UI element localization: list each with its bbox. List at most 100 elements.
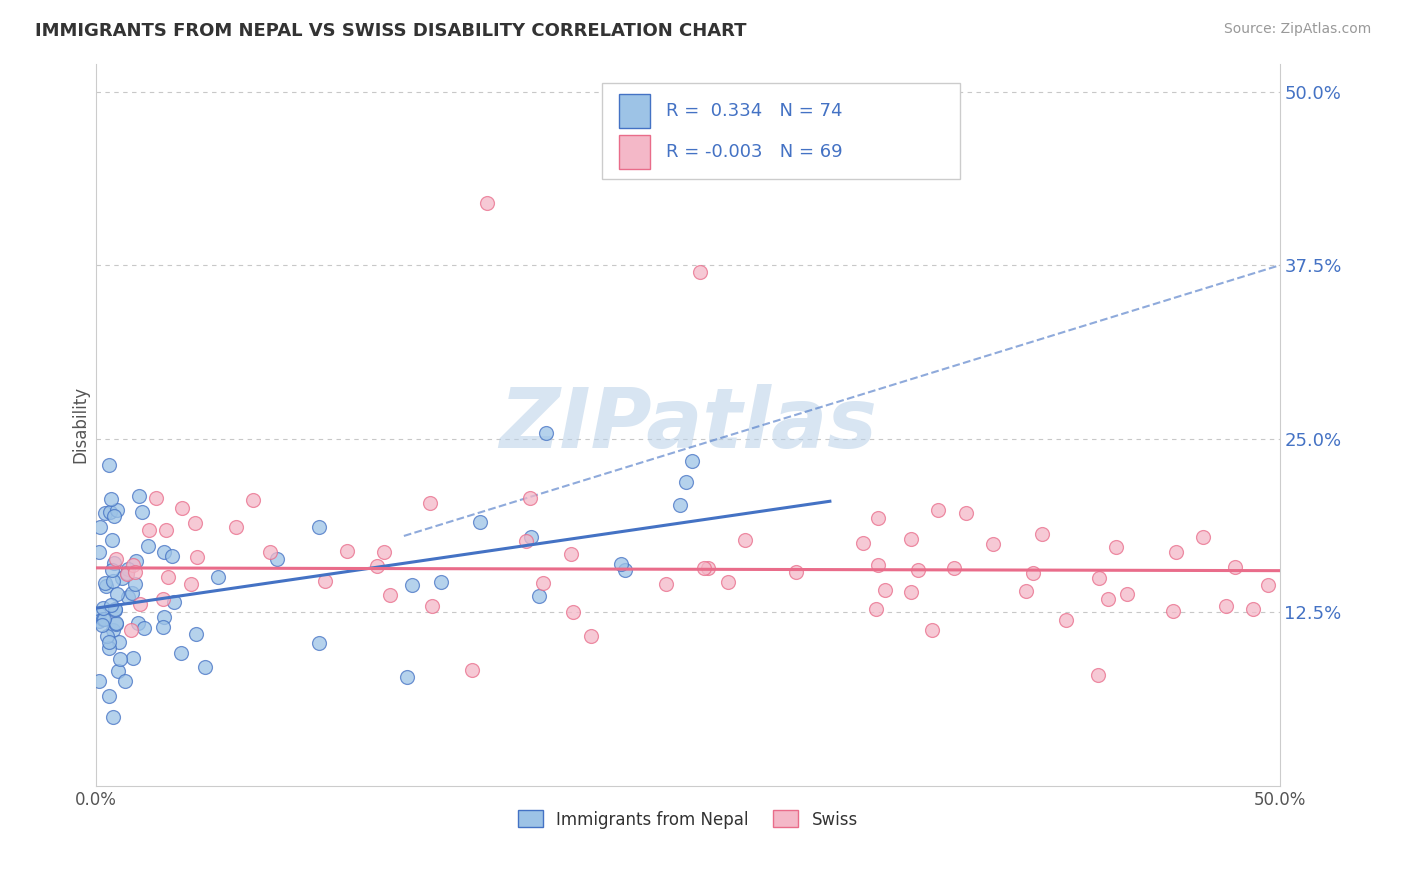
Point (1257, 578, 1279, 592)
Point (520, 530, 543, 544)
Point (875, 582, 897, 597)
Point (734, 533, 756, 547)
Point (153, 610, 176, 624)
Point (87, 674, 110, 689)
Text: Source: ZipAtlas.com: Source: ZipAtlas.com (1223, 22, 1371, 37)
Point (308, 520, 330, 534)
Point (1105, 541, 1128, 555)
Point (104, 603, 127, 617)
Point (927, 503, 949, 517)
Point (98, 634, 121, 648)
Point (105, 587, 128, 601)
Point (138, 523, 160, 537)
Point (97, 690, 120, 704)
Point (117, 590, 139, 604)
Point (152, 620, 174, 634)
Point (527, 590, 550, 604)
Point (100, 533, 122, 547)
Point (111, 571, 134, 585)
Point (1054, 613, 1077, 627)
Point (93, 612, 115, 626)
Point (94, 579, 117, 593)
Point (866, 558, 889, 573)
Point (155, 523, 177, 537)
Point (581, 629, 603, 643)
Point (681, 454, 703, 468)
Point (121, 651, 143, 665)
Point (103, 509, 125, 524)
Point (170, 647, 193, 661)
Point (91, 601, 114, 615)
Point (693, 561, 716, 575)
Point (136, 539, 159, 553)
Point (675, 475, 697, 490)
Point (105, 502, 128, 516)
Point (101, 564, 124, 578)
Point (785, 565, 807, 579)
Point (420, 599, 443, 613)
Point (98, 641, 121, 656)
Point (98, 505, 121, 519)
Point (1161, 604, 1184, 618)
Point (336, 543, 359, 558)
Y-axis label: Disability: Disability (72, 386, 89, 464)
Point (115, 566, 138, 581)
Point (1191, 530, 1213, 544)
Point (100, 598, 122, 612)
Point (242, 492, 264, 507)
Point (515, 533, 537, 548)
Point (1164, 545, 1187, 559)
Point (378, 588, 401, 602)
Point (610, 557, 633, 571)
Point (105, 552, 128, 566)
Point (614, 563, 637, 577)
Point (104, 615, 127, 630)
Point (696, 561, 718, 575)
Point (107, 664, 129, 678)
Point (1097, 591, 1119, 606)
Point (160, 549, 183, 564)
Point (152, 591, 174, 606)
Point (536, 426, 558, 441)
Point (955, 506, 977, 520)
Point (98, 458, 121, 472)
Point (103, 709, 125, 723)
Point (103, 574, 125, 589)
Point (560, 547, 582, 561)
Point (104, 617, 127, 632)
Point (921, 624, 943, 638)
Point (1022, 566, 1045, 580)
Point (1088, 571, 1111, 585)
Point (90, 618, 112, 632)
Point (266, 552, 288, 566)
Point (134, 621, 156, 635)
Point (401, 578, 423, 592)
Point (124, 553, 146, 567)
Point (308, 636, 330, 650)
Point (117, 562, 139, 576)
Point (124, 565, 146, 579)
Point (110, 651, 132, 665)
Point (419, 496, 441, 510)
Point (87, 607, 110, 621)
Point (852, 535, 875, 549)
Point (100, 491, 122, 506)
Point (1087, 667, 1109, 681)
Legend: Immigrants from Nepal, Swiss: Immigrants from Nepal, Swiss (510, 804, 865, 835)
Point (366, 558, 388, 573)
Point (121, 586, 143, 600)
Point (104, 602, 127, 616)
Point (114, 673, 136, 688)
Point (186, 550, 208, 565)
Point (131, 505, 153, 519)
Point (669, 499, 692, 513)
Point (942, 560, 965, 574)
Point (1215, 599, 1237, 614)
Point (461, 663, 484, 677)
Point (865, 602, 887, 616)
Point (170, 500, 193, 515)
Point (907, 563, 929, 577)
Point (207, 570, 229, 584)
Point (184, 516, 207, 530)
Point (562, 605, 585, 619)
